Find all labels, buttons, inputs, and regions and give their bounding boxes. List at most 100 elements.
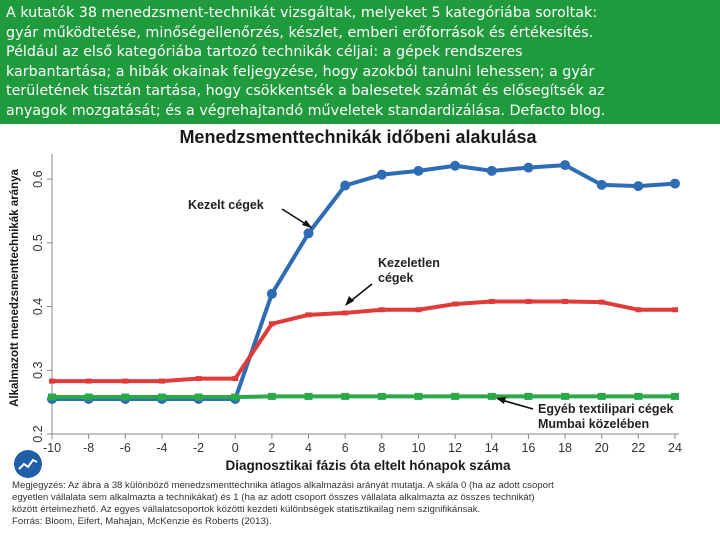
- y-tick-label: 0.4: [31, 298, 45, 315]
- y-tick-label: 0.3: [31, 362, 45, 379]
- x-tick-label: 16: [521, 441, 535, 455]
- data-point: [304, 392, 313, 400]
- data-point: [562, 298, 569, 304]
- data-point: [157, 393, 166, 401]
- data-point: [266, 288, 277, 299]
- data-point: [267, 392, 276, 400]
- x-tick-label: 14: [485, 441, 499, 455]
- data-point: [561, 392, 570, 400]
- data-point: [634, 392, 643, 400]
- data-point: [232, 376, 239, 382]
- caption-banner: A kutatók 38 menedzsment-technikát vizsg…: [0, 0, 720, 124]
- data-point: [195, 376, 202, 382]
- x-axis-label: Diagnosztikai fázis óta eltelt hónapok s…: [225, 458, 511, 473]
- data-point: [560, 160, 571, 171]
- x-tick-label: 2: [268, 441, 275, 455]
- data-point: [635, 307, 642, 313]
- data-point: [194, 393, 203, 401]
- chart-title: Menedzsmenttechnikák időbeni alakulása: [179, 127, 537, 147]
- x-tick-label: 0: [232, 441, 239, 455]
- x-tick-label: -10: [43, 441, 61, 455]
- caption-line: A kutatók 38 menedzsment-technikát vizsg…: [6, 5, 598, 21]
- x-tick-label: 8: [378, 441, 385, 455]
- data-point: [414, 392, 423, 400]
- x-tick-label: -2: [193, 441, 204, 455]
- x-tick-label: 22: [631, 441, 645, 455]
- line-chart: Menedzsmenttechnikák időbeni alakulása 0…: [9, 127, 682, 527]
- data-point: [305, 312, 312, 318]
- data-point: [451, 392, 460, 400]
- caption-line: Például az első kategóriába tartozó tech…: [6, 44, 523, 61]
- caption-line: gyár működtetése, minőségellenőrzés, kés…: [6, 24, 594, 41]
- data-point: [303, 228, 314, 239]
- data-point: [377, 392, 386, 400]
- series-line: [50, 163, 677, 401]
- annotation-other-line1: Egyéb textilipari cégek: [538, 402, 674, 416]
- data-point: [633, 181, 644, 192]
- data-point: [524, 392, 533, 400]
- x-tick-label: 12: [448, 441, 462, 455]
- x-tick-label: -6: [120, 441, 131, 455]
- x-tick-label: 18: [558, 441, 572, 455]
- data-point: [487, 392, 496, 400]
- chart-logo-icon: [14, 450, 42, 478]
- data-point: [415, 307, 422, 313]
- footnote-line: Forrás: Bloom, Eifert, Mahajan, McKenzie…: [12, 516, 272, 527]
- footnote-line: egyetlen vállalata sem alkalmazta a tech…: [12, 492, 535, 503]
- x-tick-label: 6: [342, 441, 349, 455]
- x-tick-label: 20: [595, 441, 609, 455]
- data-point: [670, 178, 680, 189]
- data-point: [268, 321, 275, 327]
- caption-line: karbantartása; a hibák okainak feljegyzé…: [6, 63, 595, 80]
- data-point: [452, 301, 459, 307]
- chart-axes: 0.20.30.40.50.6-10 -8 -6 -4 -2 0 2 4 6 8 10 12 14 16 1…: [31, 154, 682, 455]
- data-point: [378, 307, 385, 313]
- data-point: [598, 299, 605, 305]
- data-point: [85, 378, 92, 384]
- x-tick-label: 10: [412, 441, 426, 455]
- data-point: [525, 298, 532, 304]
- data-point: [488, 298, 495, 304]
- data-point: [486, 165, 497, 176]
- data-point: [158, 378, 165, 384]
- untreated-series: [49, 298, 678, 384]
- data-point: [122, 378, 129, 384]
- data-point: [48, 393, 56, 401]
- y-axis-label: Alkalmazott menedzsmenttechnikák aránya: [9, 169, 21, 407]
- footnote-line: között értelmezhető. Az egyes vállalatcs…: [12, 504, 480, 515]
- caption-line: területének tisztán tartása, hogy csökke…: [6, 83, 605, 100]
- data-point: [231, 393, 240, 401]
- data-point: [340, 180, 351, 191]
- annotation-untreated-line1: Kezeletlen: [378, 256, 440, 270]
- annotation-untreated-line2: cégek: [378, 271, 413, 285]
- data-point: [376, 169, 387, 180]
- data-point: [596, 179, 607, 190]
- y-tick-label: 0.2: [31, 425, 45, 442]
- data-point: [121, 393, 130, 401]
- arrowhead-icon: [345, 296, 354, 306]
- chart-series: [47, 160, 680, 404]
- footnote-line: Megjegyzés: Az ábra a 38 különböző mened…: [12, 480, 554, 491]
- x-tick-label: 4: [305, 441, 312, 455]
- data-point: [342, 310, 349, 316]
- series-line: [50, 394, 677, 400]
- other-series: [48, 392, 679, 401]
- data-point: [413, 165, 424, 176]
- x-tick-label: 24: [668, 441, 682, 455]
- arrowhead-icon: [496, 397, 506, 404]
- x-tick-label: -8: [83, 441, 94, 455]
- annotation-other-line2: Mumbai közelében: [538, 417, 649, 431]
- data-point: [341, 392, 350, 400]
- data-point: [523, 162, 534, 173]
- data-point: [450, 160, 461, 171]
- data-point: [672, 307, 678, 313]
- x-tick-label: -4: [156, 441, 167, 455]
- data-point: [671, 392, 679, 400]
- data-point: [49, 378, 55, 384]
- caption-line: anyagok mozgatását; és a végrehajtandó m…: [6, 102, 606, 119]
- data-point: [597, 392, 606, 400]
- annotation-treated: Kezelt cégek: [188, 198, 264, 212]
- y-tick-label: 0.6: [31, 170, 45, 187]
- series-line: [50, 299, 677, 384]
- data-point: [84, 393, 93, 401]
